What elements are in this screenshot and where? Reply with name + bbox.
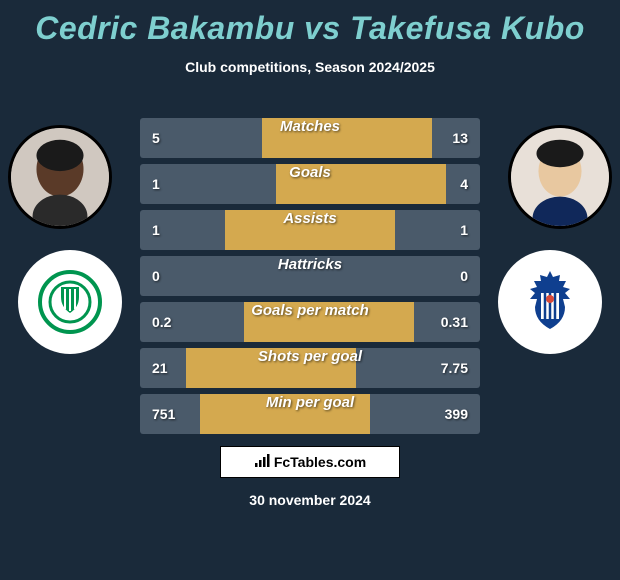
- comparison-title: Cedric Bakambu vs Takefusa Kubo: [0, 0, 620, 47]
- chart-icon: [254, 454, 270, 471]
- stat-label: Min per goal: [140, 394, 480, 411]
- stat-row: 751399Min per goal: [140, 394, 480, 434]
- stat-row: 513Matches: [140, 118, 480, 158]
- player-left-photo: [8, 125, 112, 229]
- player-right-photo: [508, 125, 612, 229]
- club-right-badge: [498, 250, 602, 354]
- stat-row: 217.75Shots per goal: [140, 348, 480, 388]
- stat-row: 0.20.31Goals per match: [140, 302, 480, 342]
- stat-row: 11Assists: [140, 210, 480, 250]
- stat-row: 00Hattricks: [140, 256, 480, 296]
- club-left-badge: [18, 250, 122, 354]
- date-label: 30 november 2024: [0, 492, 620, 508]
- stat-label: Hattricks: [140, 256, 480, 273]
- player-left-face-icon: [11, 128, 109, 226]
- branding-box: FcTables.com: [220, 446, 400, 478]
- stats-panel: 513Matches 14Goals 11Assists 00Hattricks 0.2…: [140, 118, 480, 440]
- stat-label: Shots per goal: [140, 348, 480, 365]
- stat-label: Goals per match: [140, 302, 480, 319]
- branding-text: FcTables.com: [274, 454, 366, 470]
- stat-label: Assists: [140, 210, 480, 227]
- stat-row: 14Goals: [140, 164, 480, 204]
- betis-crest-icon: [35, 267, 105, 337]
- player-right-face-icon: [511, 128, 609, 226]
- sociedad-crest-icon: [515, 267, 585, 337]
- stat-label: Matches: [140, 118, 480, 135]
- stat-label: Goals: [140, 164, 480, 181]
- season-subtitle: Club competitions, Season 2024/2025: [0, 59, 620, 75]
